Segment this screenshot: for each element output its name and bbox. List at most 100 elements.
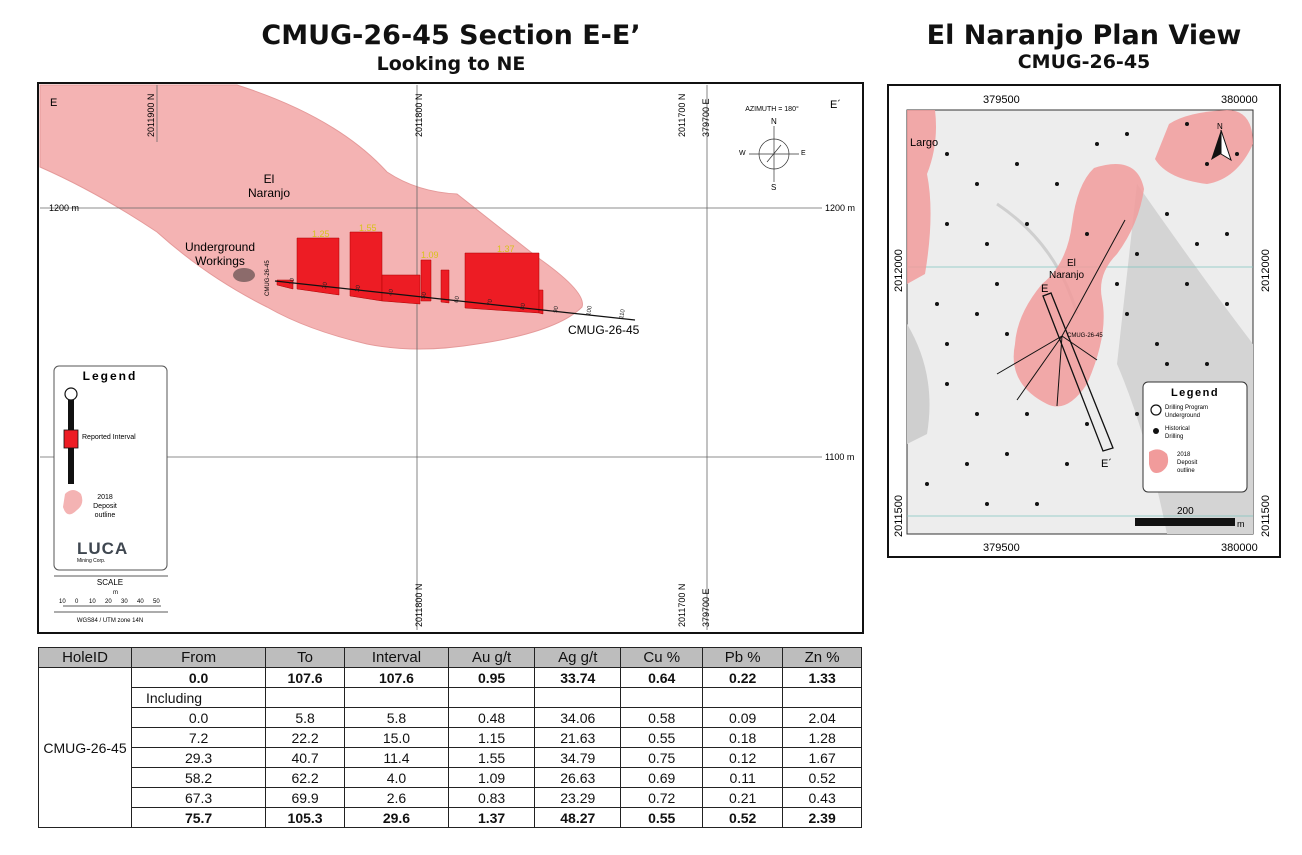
- interval-bar: [538, 289, 544, 315]
- collar-label: CMUG-26-45: [265, 260, 271, 296]
- plan-deposit-ne: [1155, 110, 1253, 184]
- elevation-1200-left: 1200 m: [49, 203, 79, 213]
- table-cell: 1.28: [782, 727, 862, 748]
- table-row: CMUG-26-45 0.0 107.6 107.6 0.95 33.74 0.…: [38, 667, 862, 828]
- drill-trace: [274, 280, 636, 321]
- elevation-1100-right: 1100 m: [825, 452, 854, 462]
- table-cell: 22.2: [265, 727, 345, 748]
- table-cell: 1.15: [447, 727, 536, 748]
- historical-hole-marker: [1025, 412, 1029, 416]
- historical-hole-marker: [975, 312, 979, 316]
- historical-hole-marker: [1005, 332, 1009, 336]
- plan-north-label: N: [1217, 122, 1223, 131]
- section-title: CMUG-26-45 Section E-E’: [261, 20, 641, 51]
- table-cell: 0.22: [702, 667, 784, 688]
- scale-tick: 50: [153, 599, 160, 605]
- scale-tick: 10: [89, 599, 96, 605]
- historical-hole-marker: [945, 382, 949, 386]
- workings-label-line1: Underground: [185, 240, 255, 254]
- grid-label-2011700n-bottom: 2011700 N: [677, 584, 687, 627]
- hillshade-ridge: [907, 324, 930, 444]
- historical-hole-marker: [1165, 212, 1169, 216]
- header-ag: Ag g/t: [534, 647, 622, 668]
- plan-label-largo: Largo: [910, 137, 938, 149]
- table-cell: 58.2: [130, 767, 267, 788]
- table-cell: 62.2: [265, 767, 345, 788]
- plan-legend: Legend Drilling Program Underground Hist…: [1142, 381, 1248, 493]
- table-row: Including: [39, 687, 862, 708]
- plan-subtitle: CMUG-26-45: [1017, 51, 1151, 73]
- easting-label-bottom: 379500: [983, 542, 1020, 554]
- table-cell: 23.29: [534, 787, 622, 808]
- table-cell: 0.11: [702, 767, 784, 788]
- workings-label-line2: Workings: [195, 254, 245, 268]
- historical-hole-marker: [1015, 162, 1019, 166]
- table-cell: 4.0: [343, 767, 450, 788]
- table-cell: 1.55: [447, 747, 536, 768]
- section-map: 2011900 N 2011800 N 2011700 N 379700 E 2…: [37, 82, 864, 634]
- table-cell: 0.09: [702, 707, 784, 728]
- table-cell: 7.2: [130, 727, 267, 748]
- table-cell: 0.75: [620, 747, 704, 768]
- section-compass-icon: [749, 126, 799, 182]
- historical-hole-marker: [945, 342, 949, 346]
- table-cell: 0.0: [130, 707, 267, 728]
- table-cell: 2.04: [782, 707, 862, 728]
- historical-hole-marker: [975, 412, 979, 416]
- interval-label-3: 1.09: [421, 250, 439, 260]
- drill-hole-label: CMUG-26-45: [568, 323, 640, 337]
- table-cell: 0.12: [702, 747, 784, 768]
- table-cell: 0.55: [620, 727, 704, 748]
- depth-tick: 90: [553, 305, 560, 313]
- plan-title: El Naranjo Plan View: [926, 20, 1242, 51]
- northing-label-right: 2011500: [1260, 495, 1272, 537]
- table-cell: 21.63: [534, 727, 622, 748]
- including-label: Including: [130, 687, 267, 708]
- table-cell: 0.58: [620, 707, 704, 728]
- grid-label-2011800n-top: 2011800 N: [414, 94, 424, 137]
- plan-map: E E´ CMUG-26-45 Largo El Naranjo N 37950…: [887, 84, 1281, 558]
- historical-hole-marker: [925, 482, 929, 486]
- header-au: Au g/t: [447, 647, 536, 668]
- table-cell: 0.0: [130, 667, 267, 688]
- plan-label-e: E: [1041, 283, 1048, 295]
- plan-label-naranjo-line2: Naranjo: [1049, 270, 1084, 281]
- compass-s: S: [771, 183, 776, 192]
- interval-bar: [440, 269, 450, 304]
- table-cell: 0.43: [782, 787, 862, 808]
- table-cell: [447, 687, 536, 708]
- historical-hole-marker: [1155, 342, 1159, 346]
- table-row: 29.3 40.7 11.4 1.55 34.79 0.75 0.12 1.67: [39, 747, 862, 768]
- plan-deposit-outline: [1013, 164, 1144, 407]
- historical-hole-marker: [1135, 412, 1139, 416]
- table-row: 0.0 5.8 5.8 0.48 34.06 0.58 0.09 2.04: [39, 707, 862, 728]
- historical-hole-marker: [1035, 502, 1039, 506]
- historical-hole-marker: [975, 182, 979, 186]
- table-cell: 1.33: [782, 667, 862, 688]
- table-cell: [534, 687, 622, 708]
- historical-hole-marker: [1225, 302, 1229, 306]
- historical-hole-marker: [1135, 252, 1139, 256]
- depth-tick: 60: [454, 295, 461, 303]
- table-cell: 11.4: [343, 747, 450, 768]
- table-cell: 67.3: [130, 787, 267, 808]
- historical-hole-marker: [1235, 152, 1239, 156]
- depth-tick: 30: [355, 284, 362, 292]
- table-cell: 0.83: [447, 787, 536, 808]
- header-pb: Pb %: [702, 647, 784, 668]
- table-cell: 0.72: [620, 787, 704, 808]
- historical-hole-marker: [1085, 232, 1089, 236]
- historical-hole-marker: [995, 282, 999, 286]
- scale-tick: 10: [59, 599, 66, 605]
- plan-legend-deposit-line1: 2018: [1177, 452, 1191, 458]
- table-cell: [782, 687, 862, 708]
- table-cell: 0.95: [447, 667, 536, 688]
- table-cell: 0.18: [702, 727, 784, 748]
- deposit-label-line2: Naranjo: [248, 186, 290, 200]
- legend-reported-interval: Reported Interval: [82, 434, 136, 441]
- table-cell: 26.63: [534, 767, 622, 788]
- legend-deposit-line1: 2018: [97, 494, 113, 501]
- plan-deposit-largo: [907, 110, 936, 284]
- historical-hole-marker: [1185, 282, 1189, 286]
- plan-scale-bar: [1135, 518, 1235, 526]
